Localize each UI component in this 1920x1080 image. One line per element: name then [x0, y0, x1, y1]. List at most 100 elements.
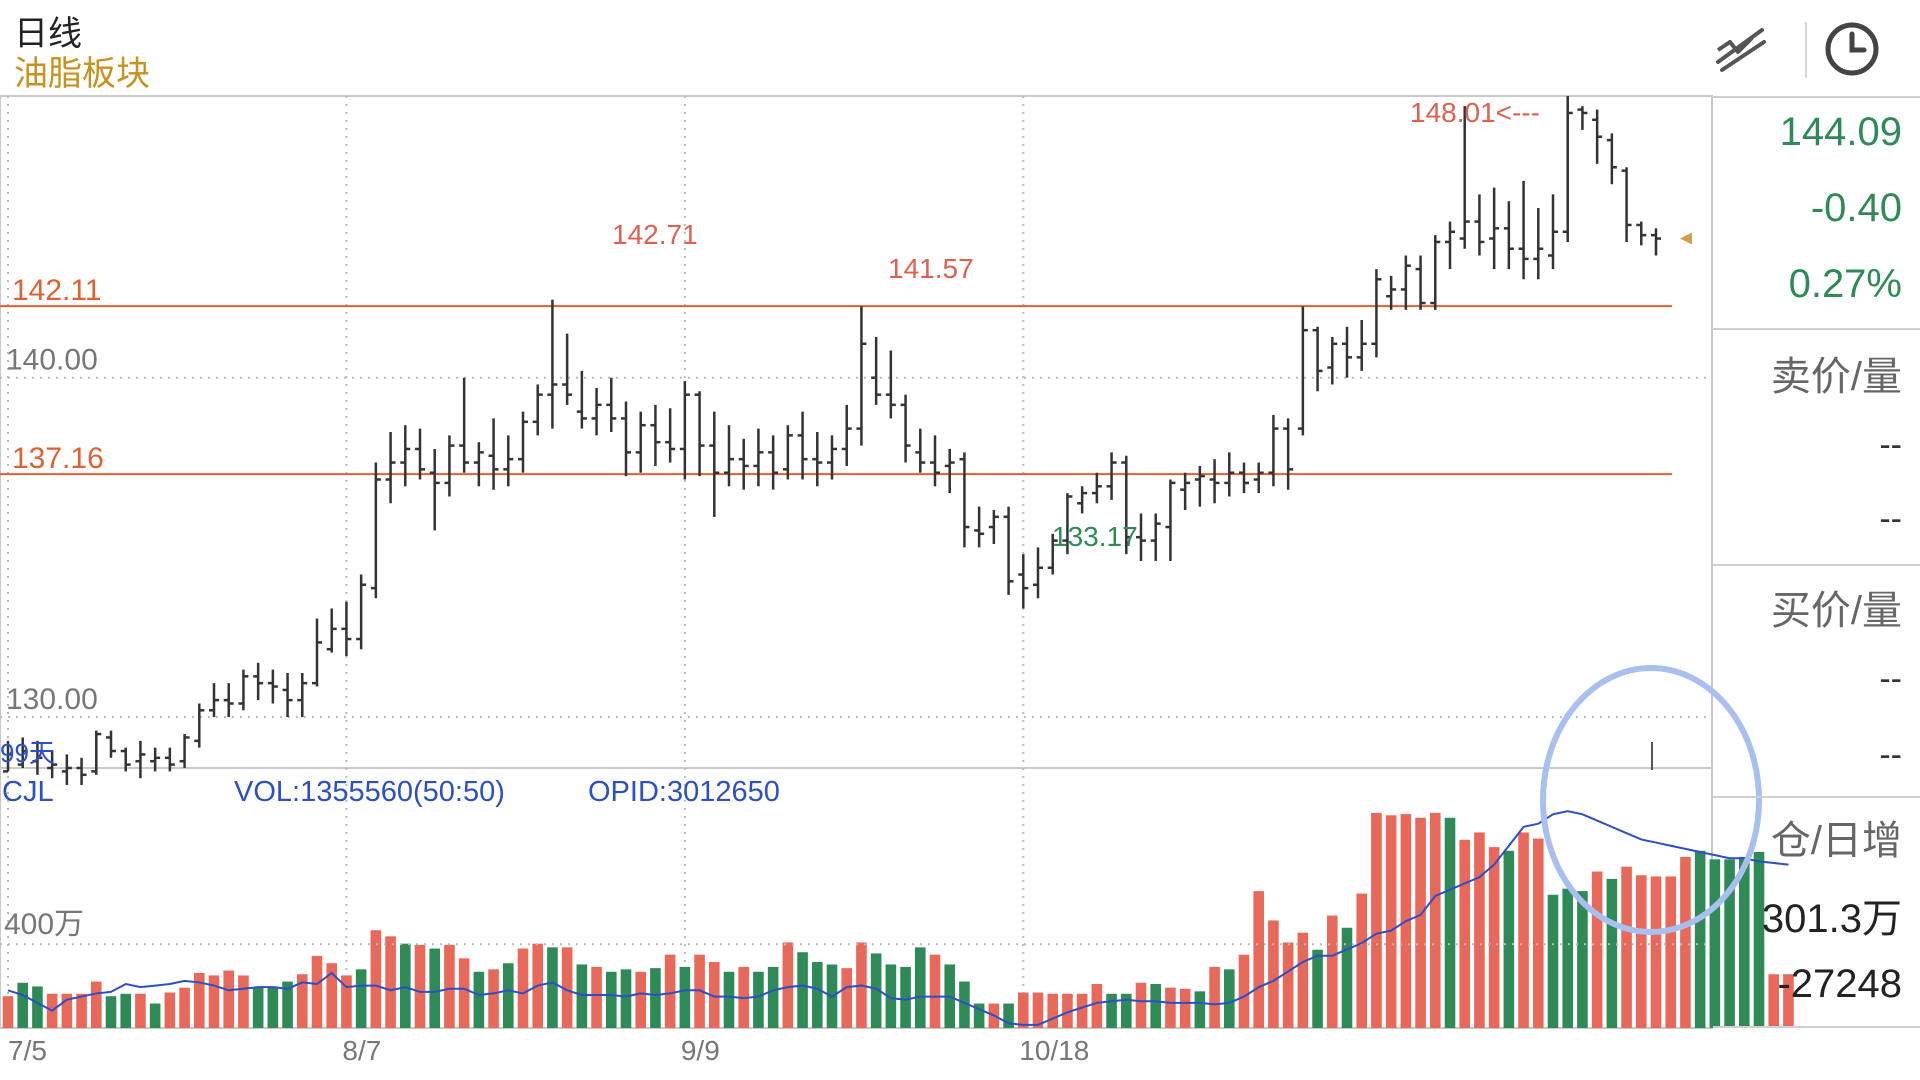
level-label: 137.16	[12, 442, 104, 475]
volume-bar	[385, 936, 396, 1028]
ohlc-bar	[1062, 493, 1073, 555]
ohlc-bar	[1577, 106, 1588, 130]
ask-volume: --	[1879, 500, 1902, 538]
volume-bar	[1621, 866, 1632, 1028]
ohlc-bar	[1356, 320, 1367, 371]
ohlc-bar	[841, 404, 852, 466]
trend-line-icon[interactable]	[1700, 14, 1780, 84]
ohlc-bar	[738, 438, 749, 490]
x-tick-label: 10/18	[1019, 1035, 1089, 1066]
volume-bar	[620, 969, 632, 1028]
volume-bar	[341, 975, 352, 1028]
volume-bar	[1650, 876, 1662, 1028]
volume-bar	[1253, 891, 1265, 1028]
current-price-marker	[1680, 232, 1692, 245]
volume-bar	[753, 971, 764, 1028]
ohlc-bar	[1327, 336, 1338, 385]
open-interest-change: -27248	[1777, 962, 1902, 1006]
chart-labels: 148.01<--- 142.71 141.57 133.17 99天	[0, 97, 1540, 768]
toolbar-divider	[1805, 22, 1807, 78]
ohlc-bar	[665, 408, 676, 463]
volume-bar	[208, 975, 220, 1028]
ohlc-bar	[591, 387, 602, 436]
volume-bar	[1415, 817, 1426, 1028]
open-interest-readout: OPID:3012650	[588, 776, 780, 808]
volume-bar	[179, 987, 190, 1028]
ohlc-bar	[562, 333, 573, 405]
y-tick-label: 140.00	[6, 344, 98, 377]
ohlc-bar	[1209, 459, 1220, 504]
ohlc-bar	[1136, 513, 1146, 561]
volume-bars: 400万	[0, 812, 1794, 1028]
volume-bar	[782, 942, 794, 1028]
ohlc-bar	[1621, 167, 1632, 242]
volume-bar	[355, 969, 367, 1028]
ohlc-bar	[1489, 187, 1500, 270]
volume-bar	[252, 987, 264, 1028]
ohlc-bar	[650, 404, 661, 466]
volume-bar	[1547, 894, 1559, 1028]
bid-volume: --	[1879, 736, 1902, 774]
volume-bar	[1282, 942, 1294, 1028]
ohlc-bar	[1430, 235, 1441, 310]
volume-bar	[1783, 974, 1794, 1028]
ohlc-bar	[91, 730, 102, 775]
volume-bar	[1297, 932, 1309, 1028]
volume-bar	[1385, 815, 1397, 1028]
chart-grid: 7/5 8/7 9/9 10/18 140.00 130.00	[0, 95, 1713, 1066]
ohlc-bar	[1033, 547, 1043, 599]
volume-bar	[282, 981, 293, 1028]
instrument-name[interactable]: 油脂板块	[14, 55, 150, 93]
ohlc-bar	[1371, 269, 1382, 358]
volume-bar	[120, 993, 132, 1028]
ohlc-bar	[1121, 455, 1132, 555]
bid-label: 买价/量	[1770, 589, 1902, 633]
ohlc-bar	[223, 683, 234, 718]
volume-bar	[767, 966, 779, 1028]
volume-bar	[591, 966, 602, 1028]
ohlc-bar	[61, 754, 72, 785]
volume-bar	[164, 992, 176, 1028]
volume-bar	[61, 993, 73, 1028]
bid-price: --	[1879, 660, 1902, 698]
ohlc-bar	[915, 428, 926, 473]
ohlc-bar	[488, 418, 499, 490]
ohlc-bar	[503, 435, 514, 487]
ohlc-bar	[1474, 194, 1485, 256]
volume-bar	[1238, 954, 1250, 1028]
ohlc-bar	[209, 683, 219, 718]
volume-bar	[635, 971, 647, 1028]
ohlc-bar	[1459, 106, 1470, 249]
volume-bar	[1694, 850, 1706, 1028]
ohlc-bar	[1150, 513, 1161, 561]
y-tick-label: 130.00	[6, 683, 98, 716]
ohlc-bar	[959, 452, 970, 548]
volume-bar	[1680, 856, 1691, 1028]
volume-bar	[1341, 927, 1353, 1028]
ohlc-bar	[17, 737, 28, 768]
chart-period[interactable]: 日线	[14, 15, 82, 53]
volume-bar	[1665, 876, 1677, 1028]
ohlc-bar	[1268, 415, 1279, 487]
volume-bar	[1106, 993, 1117, 1028]
ohlc-bar	[253, 662, 264, 701]
volume-bar	[326, 963, 338, 1028]
oi-polyline	[7, 810, 1789, 1026]
volume-bar	[414, 944, 426, 1028]
volume-bar	[296, 974, 308, 1028]
ohlc-bar	[400, 425, 411, 487]
ohlc-bar	[1445, 221, 1455, 270]
clock-icon[interactable]	[1812, 14, 1892, 84]
indicator-name[interactable]: CJL	[2, 776, 54, 808]
ohlc-bar	[150, 747, 161, 772]
ohlc-bar	[782, 425, 793, 480]
volume-bar	[473, 971, 485, 1028]
ohlc-bar	[635, 411, 646, 473]
volume-bar	[1312, 949, 1323, 1028]
ohlc-bar	[1386, 275, 1397, 310]
open-interest-label: 仓/日增	[1770, 819, 1902, 863]
price-change-pct: 0.27%	[1788, 262, 1902, 306]
ohlc-bar	[1503, 201, 1514, 270]
volume-bar	[929, 954, 941, 1028]
